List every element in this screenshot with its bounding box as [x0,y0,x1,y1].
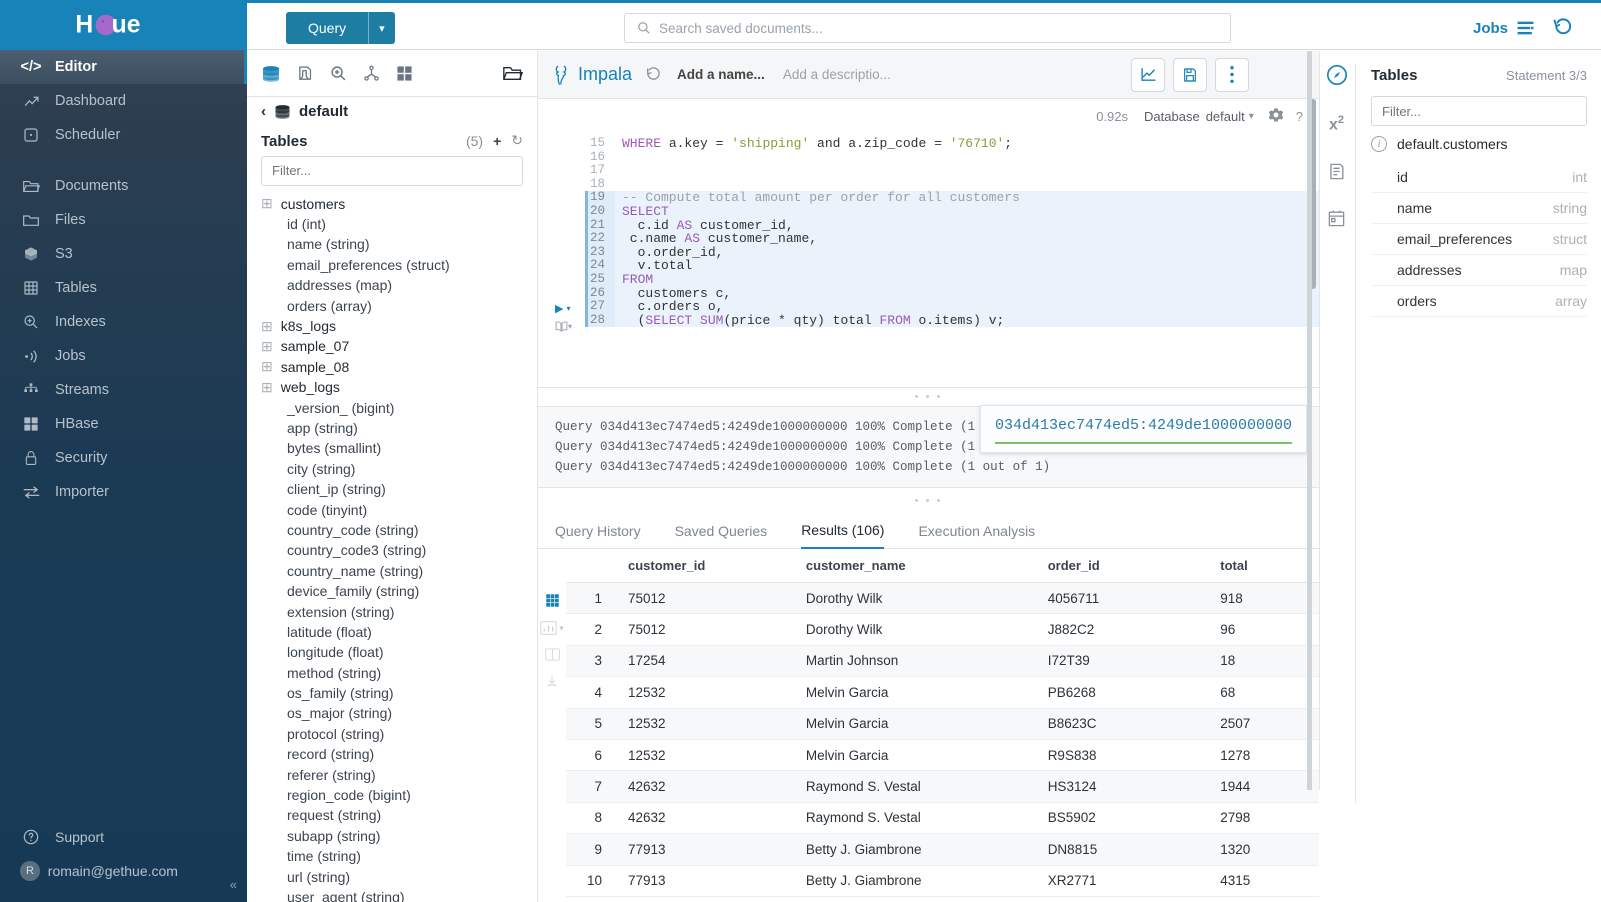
svg-text:H: H [75,11,93,38]
svg-text:ue: ue [111,11,140,38]
